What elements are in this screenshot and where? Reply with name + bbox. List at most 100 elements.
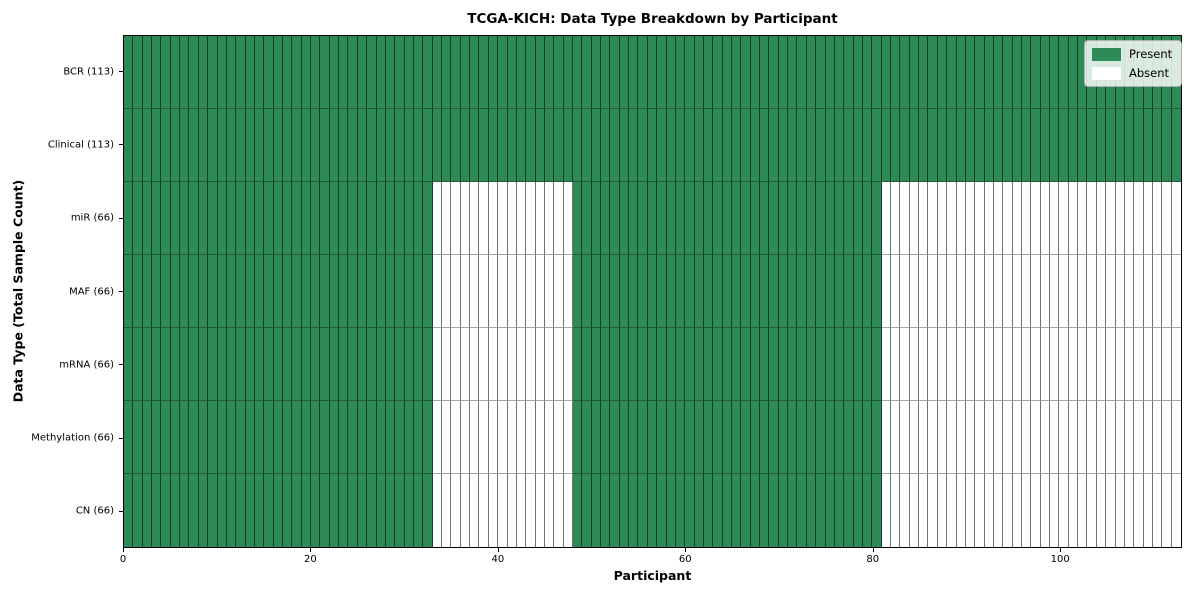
cell-MAF-78 — [853, 255, 863, 328]
cell-mRNA-73 — [806, 328, 817, 401]
cell-CN-101 — [1068, 474, 1079, 547]
cell-Clinical-82 — [891, 109, 901, 182]
cell-Clinical-2 — [142, 109, 153, 182]
cell-CN-105 — [1106, 474, 1116, 547]
cell-miR-56 — [647, 182, 658, 255]
cell-Methylation-46 — [554, 401, 564, 474]
cell-mRNA-25 — [357, 328, 368, 401]
cell-Clinical-16 — [273, 109, 284, 182]
cell-Clinical-95 — [1012, 109, 1022, 182]
cell-miR-102 — [1078, 182, 1088, 255]
cell-Clinical-28 — [385, 109, 396, 182]
cell-CN-24 — [348, 474, 358, 547]
cell-Clinical-4 — [161, 109, 171, 182]
cell-CN-4 — [161, 474, 171, 547]
cell-Methylation-19 — [301, 401, 312, 474]
cell-mRNA-27 — [376, 328, 386, 401]
cell-BCR-30 — [404, 36, 414, 109]
cell-BCR-73 — [806, 36, 817, 109]
cell-Clinical-27 — [376, 109, 386, 182]
cell-Methylation-15 — [264, 401, 274, 474]
cell-miR-23 — [339, 182, 349, 255]
cell-BCR-31 — [413, 36, 424, 109]
cell-mRNA-106 — [1115, 328, 1125, 401]
cell-mRNA-63 — [713, 328, 723, 401]
cell-Methylation-74 — [816, 401, 826, 474]
cell-Clinical-94 — [1003, 109, 1013, 182]
cell-Clinical-50 — [591, 109, 602, 182]
cell-miR-11 — [226, 182, 237, 255]
cell-MAF-21 — [320, 255, 330, 328]
cell-miR-12 — [236, 182, 246, 255]
cell-MAF-102 — [1078, 255, 1088, 328]
cell-mRNA-97 — [1031, 328, 1041, 401]
cell-MAF-19 — [301, 255, 312, 328]
cell-Methylation-13 — [245, 401, 255, 474]
cell-MAF-70 — [778, 255, 789, 328]
cell-miR-84 — [909, 182, 920, 255]
x-tick-label-100: 100 — [1050, 554, 1070, 565]
cell-Clinical-15 — [264, 109, 274, 182]
cell-miR-43 — [526, 182, 536, 255]
cell-Clinical-77 — [844, 109, 854, 182]
cell-MAF-62 — [703, 255, 714, 328]
cell-CN-19 — [301, 474, 312, 547]
cell-CN-73 — [806, 474, 817, 547]
cell-miR-0 — [124, 182, 134, 255]
cell-miR-25 — [357, 182, 368, 255]
cell-MAF-3 — [152, 255, 162, 328]
cell-MAF-73 — [806, 255, 817, 328]
cell-BCR-45 — [544, 36, 555, 109]
cell-Methylation-97 — [1031, 401, 1041, 474]
cell-miR-75 — [825, 182, 835, 255]
cell-miR-66 — [741, 182, 751, 255]
cell-MAF-32 — [423, 255, 433, 328]
cell-CN-107 — [1124, 474, 1135, 547]
cell-Clinical-30 — [404, 109, 414, 182]
cell-mRNA-34 — [442, 328, 452, 401]
cell-BCR-2 — [142, 36, 153, 109]
cell-mRNA-54 — [629, 328, 639, 401]
cell-CN-41 — [507, 474, 517, 547]
y-tick-mark-Methylation — [119, 437, 123, 439]
cell-CN-96 — [1021, 474, 1032, 547]
cell-miR-5 — [170, 182, 181, 255]
cell-Methylation-112 — [1171, 401, 1181, 474]
cell-MAF-11 — [226, 255, 237, 328]
cell-MAF-5 — [170, 255, 181, 328]
y-tick-mark-MAF — [119, 291, 123, 292]
cell-mRNA-1 — [133, 328, 143, 401]
x-axis-title: Participant — [613, 568, 692, 583]
cell-Clinical-61 — [694, 109, 704, 182]
cell-Clinical-57 — [657, 109, 667, 182]
cell-mRNA-28 — [385, 328, 396, 401]
cell-CN-43 — [526, 474, 536, 547]
cell-BCR-64 — [722, 36, 732, 109]
cell-Clinical-85 — [919, 109, 929, 182]
cell-miR-45 — [544, 182, 555, 255]
cell-CN-22 — [329, 474, 340, 547]
cell-CN-12 — [236, 474, 246, 547]
cell-Methylation-38 — [479, 401, 489, 474]
cell-Methylation-79 — [862, 401, 873, 474]
cell-MAF-67 — [750, 255, 761, 328]
cell-miR-50 — [591, 182, 602, 255]
cell-Methylation-7 — [189, 401, 199, 474]
cell-MAF-41 — [507, 255, 517, 328]
cell-Methylation-102 — [1078, 401, 1088, 474]
cell-MAF-1 — [133, 255, 143, 328]
cell-BCR-50 — [591, 36, 602, 109]
cell-Clinical-98 — [1040, 109, 1051, 182]
cell-miR-74 — [816, 182, 826, 255]
cell-mRNA-53 — [619, 328, 630, 401]
cell-Methylation-71 — [788, 401, 798, 474]
cell-Methylation-84 — [909, 401, 920, 474]
cell-Clinical-14 — [254, 109, 265, 182]
cell-Methylation-52 — [610, 401, 620, 474]
cell-BCR-92 — [984, 36, 994, 109]
cell-mRNA-40 — [498, 328, 508, 401]
cell-BCR-29 — [395, 36, 405, 109]
cell-MAF-39 — [488, 255, 499, 328]
cell-Clinical-10 — [217, 109, 227, 182]
cell-mRNA-43 — [526, 328, 536, 401]
